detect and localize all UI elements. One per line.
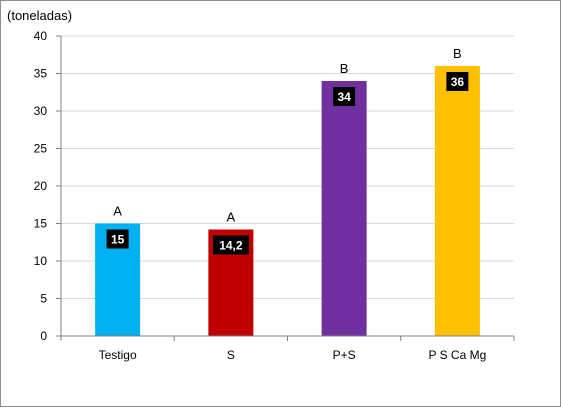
- y-tick-label: 15: [34, 217, 48, 231]
- data-label: 14,2: [219, 239, 243, 253]
- y-tick-label: 35: [34, 67, 48, 81]
- y-axis-label: (toneladas): [7, 8, 72, 23]
- x-tick-label: P S Ca Mg: [428, 348, 486, 362]
- data-label-box: [106, 229, 129, 249]
- bar: [321, 81, 367, 336]
- y-axis-ticks: 0 5 10 15 20 25 30 35 40: [34, 29, 61, 343]
- x-tick-label: P+S: [333, 348, 356, 362]
- axes: [60, 36, 515, 341]
- significance-letter: B: [453, 46, 462, 61]
- y-tick-label: 30: [34, 104, 48, 118]
- y-tick-label: 10: [34, 254, 48, 268]
- y-tick-label: 40: [34, 29, 48, 43]
- y-tick-label: 0: [40, 329, 47, 343]
- x-tick-label: Testigo: [99, 348, 137, 362]
- bar: [434, 66, 480, 336]
- data-label-box: [333, 87, 356, 106]
- y-tick-label: 25: [34, 142, 48, 156]
- data-label-box: [212, 235, 249, 255]
- significance-letter: A: [113, 204, 122, 219]
- bars: A 15 A 14,2 B 34 B 36: [95, 46, 480, 336]
- y-tick-label: 20: [34, 179, 48, 193]
- data-label: 36: [451, 75, 465, 89]
- data-label-box: [446, 72, 469, 91]
- x-axis-labels: Testigo S P+S P S Ca Mg: [99, 348, 487, 362]
- data-label: 15: [111, 233, 125, 247]
- x-tick-label: S: [227, 348, 235, 362]
- significance-letter: B: [340, 61, 349, 76]
- significance-letter: A: [227, 210, 236, 225]
- y-tick-label: 5: [40, 292, 47, 306]
- data-label: 34: [337, 90, 351, 104]
